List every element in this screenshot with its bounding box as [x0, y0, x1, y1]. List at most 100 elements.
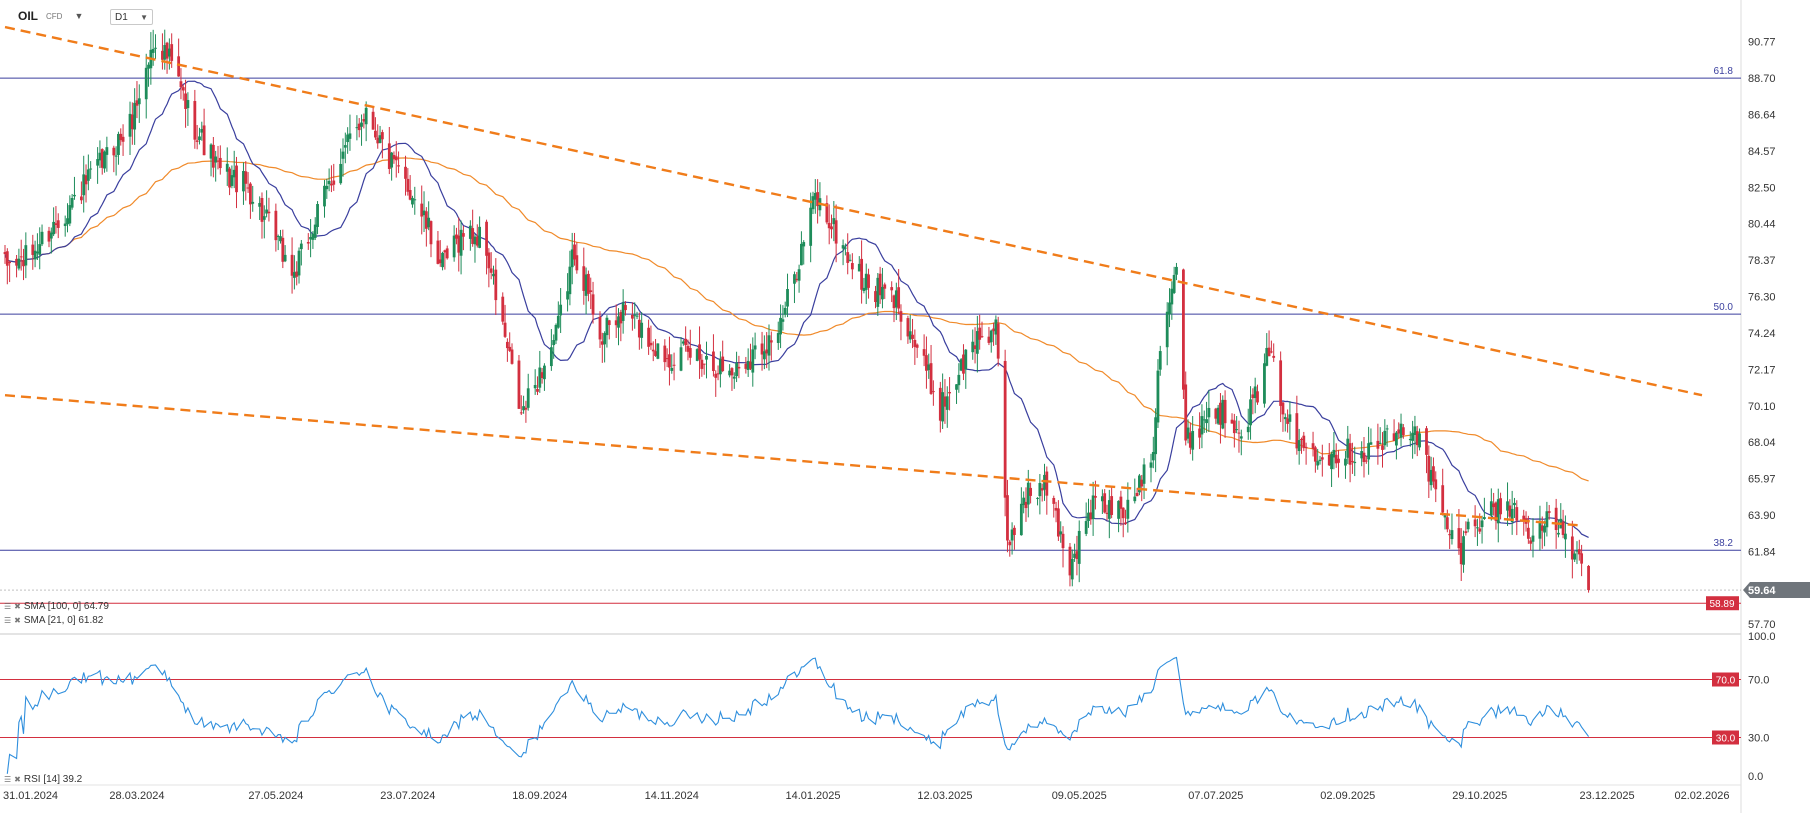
close-icon[interactable]: ✖	[14, 602, 21, 611]
close-icon[interactable]: ✖	[14, 616, 21, 625]
candle-body	[22, 259, 25, 267]
candle-body	[931, 391, 935, 393]
candle-body	[1265, 347, 1269, 366]
candle-body	[797, 269, 801, 281]
candle-body	[1200, 416, 1204, 435]
candle-body	[79, 196, 83, 201]
candle-body	[494, 269, 498, 301]
candle-body	[216, 160, 220, 162]
price-tick-label: 74.24	[1748, 328, 1776, 340]
candle-body	[1346, 438, 1350, 458]
candle-body	[1133, 496, 1137, 502]
rsi-tick-label: 0.0	[1748, 771, 1763, 783]
candle-body	[1038, 483, 1042, 497]
candle-body	[1008, 541, 1012, 546]
candle-body	[665, 358, 669, 360]
candle-body	[651, 349, 655, 352]
sma100-legend[interactable]: ☰ ✖ SMA [100, 0] 64.79	[4, 601, 109, 612]
candle-body	[1573, 553, 1577, 560]
timeframe-select[interactable]: D1 ▼	[110, 9, 153, 25]
candle-body	[471, 228, 475, 244]
sma21-legend[interactable]: ☰ ✖ SMA [21, 0] 61.82	[4, 615, 103, 626]
candle-body	[70, 198, 74, 208]
candle-body	[1165, 311, 1169, 348]
candle-body	[1283, 417, 1287, 420]
settings-icon[interactable]: ☰	[4, 775, 12, 784]
candle-body	[1564, 533, 1567, 540]
candle-body	[52, 221, 56, 235]
candle-body	[1202, 419, 1206, 421]
candle-body	[151, 48, 155, 53]
candle-body	[292, 272, 296, 278]
candle-body	[475, 236, 479, 246]
candle-body	[508, 346, 512, 351]
rsi-legend[interactable]: ☰ ✖ RSI [14] 39.2	[4, 774, 82, 785]
candle-body	[1459, 542, 1463, 565]
candle-body	[1413, 426, 1417, 435]
candle-body	[441, 252, 444, 268]
candle-body	[1476, 527, 1479, 529]
candle-body	[420, 203, 424, 217]
candle-body	[906, 318, 910, 337]
candle-body	[374, 130, 377, 138]
candle-body	[1267, 347, 1271, 357]
chevron-down-icon[interactable]: ▼	[74, 11, 84, 21]
close-icon[interactable]: ✖	[14, 775, 21, 784]
rsi-label: RSI [14] 39.2	[23, 774, 83, 785]
candle-body	[1408, 438, 1412, 441]
candle-body	[1473, 519, 1477, 527]
fib-level-label: 61.8	[1714, 66, 1734, 77]
candle-body	[1186, 427, 1190, 439]
candle-body	[1515, 507, 1519, 521]
candle-body	[1318, 459, 1322, 462]
candle-body	[130, 114, 134, 130]
instrument-type: CFD	[46, 11, 63, 21]
candle-body	[813, 192, 817, 200]
candle-body	[716, 373, 720, 375]
candle-body	[679, 347, 683, 371]
candle-body	[133, 102, 137, 130]
candle-body	[848, 259, 852, 261]
price-tick-label: 88.70	[1748, 73, 1776, 85]
candle-body	[165, 42, 169, 59]
candle-body	[728, 370, 732, 376]
candle-body	[492, 273, 495, 277]
candle-body	[364, 107, 368, 125]
candle-body	[225, 163, 229, 172]
candle-body	[1332, 449, 1336, 458]
candle-body	[1580, 553, 1584, 564]
candle-body	[925, 355, 928, 371]
candle-body	[1010, 529, 1014, 541]
candle-body	[281, 237, 285, 262]
candle-body	[647, 327, 651, 347]
candle-body	[357, 123, 361, 131]
candle-body	[957, 374, 961, 386]
candle-body	[1077, 530, 1081, 564]
candle-body	[540, 372, 544, 379]
candle-body	[100, 149, 104, 168]
date-tick-label: 14.11.2024	[645, 790, 699, 802]
date-tick-label: 07.07.2025	[1188, 790, 1243, 802]
candle-body	[915, 344, 919, 348]
candle-body	[1425, 428, 1428, 455]
candle-body	[1119, 496, 1123, 509]
candle-body	[1103, 493, 1107, 513]
candle-body	[1362, 452, 1366, 463]
candle-body	[1219, 402, 1222, 425]
candle-body	[501, 296, 505, 322]
candle-body	[195, 140, 199, 142]
candle-body	[413, 199, 417, 201]
settings-icon[interactable]: ☰	[4, 602, 12, 611]
candle-body	[1024, 501, 1028, 509]
candle-body	[1543, 525, 1546, 533]
candle-body	[654, 351, 657, 356]
candle-body	[170, 44, 174, 61]
candle-body	[702, 363, 706, 365]
candle-body	[184, 93, 187, 109]
settings-icon[interactable]: ☰	[4, 616, 12, 625]
candle-body	[265, 209, 269, 214]
symbol-header[interactable]: OIL CFD ▼	[18, 9, 83, 23]
candle-body	[1281, 402, 1285, 415]
